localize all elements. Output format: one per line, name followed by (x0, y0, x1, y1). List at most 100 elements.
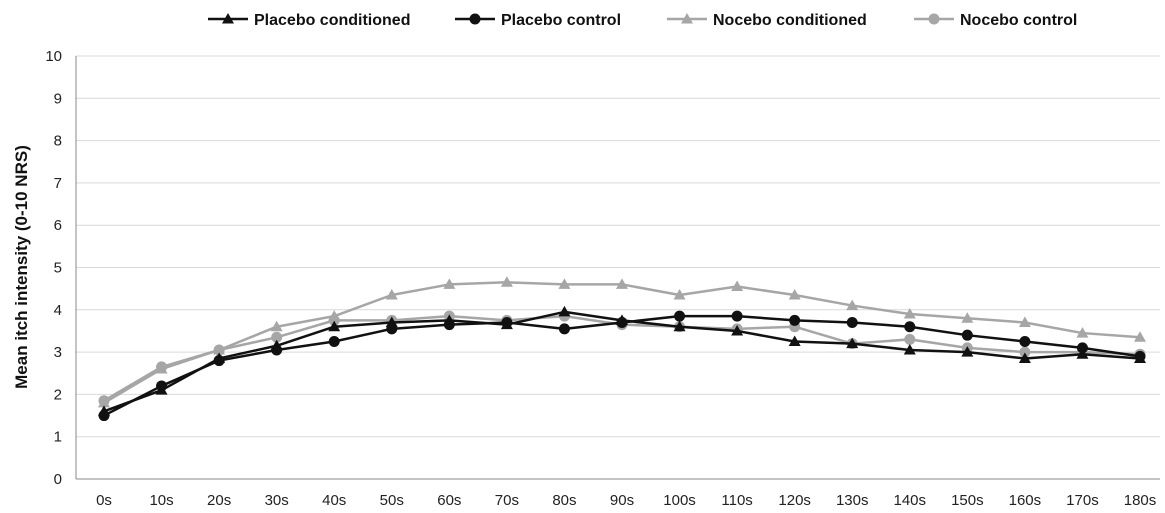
data-point (616, 278, 628, 289)
legend-label: Nocebo control (960, 12, 1077, 29)
data-point (156, 380, 168, 392)
x-tick-label: 70s (495, 492, 519, 509)
y-tick-label: 0 (54, 471, 62, 488)
x-tick-label: 20s (207, 492, 231, 509)
x-tick-label: 40s (322, 492, 346, 509)
x-tick-label: 10s (149, 492, 173, 509)
data-point (271, 344, 283, 356)
y-tick-label: 9 (54, 90, 62, 107)
data-point (961, 312, 974, 323)
series-line (103, 314, 1141, 417)
y-tick-labels: 0 1 2 3 4 5 6 7 8 9 10 (45, 48, 62, 488)
data-point (213, 355, 225, 367)
data-point (1018, 352, 1031, 363)
data-point (788, 335, 801, 347)
x-tick-label: 180s (1124, 492, 1157, 509)
data-point (98, 395, 110, 407)
data-point (674, 310, 686, 322)
x-tick-label: 30s (265, 492, 289, 509)
legend-label: Nocebo conditioned (713, 12, 867, 29)
x-tick-label: 80s (552, 492, 576, 509)
data-point (1134, 350, 1146, 362)
legend-label: Placebo conditioned (254, 12, 410, 29)
series-line (103, 281, 1141, 404)
y-tick-label: 3 (54, 344, 62, 361)
x-tick-labels: 0s 10s 20s 30s 40s 50s 60s 70s 80s 90s 100s 110s 120… (96, 492, 1156, 509)
data-point (731, 324, 744, 336)
x-tick-label: 130s (836, 492, 869, 509)
data-point (731, 310, 743, 322)
x-tick-label: 60s (437, 492, 461, 509)
data-point (846, 299, 859, 311)
data-point (385, 288, 398, 300)
data-point (1018, 316, 1031, 327)
data-point (1134, 331, 1146, 342)
legend: Placebo conditioned Placebo control Nocebo… (208, 12, 1077, 29)
x-tick-label: 150s (951, 492, 984, 509)
x-tick-label: 140s (894, 492, 927, 509)
data-point (903, 308, 916, 319)
legend-entry: Nocebo control (914, 12, 1077, 29)
data-point (846, 316, 858, 328)
x-tick-label: 120s (778, 492, 811, 509)
data-point (904, 321, 916, 333)
data-point (1076, 327, 1089, 338)
data-point (558, 278, 571, 289)
data-point (1019, 346, 1031, 358)
legend-entry: Placebo conditioned (208, 12, 410, 29)
legend-marker (222, 13, 234, 24)
data-point (328, 336, 340, 348)
data-point (673, 288, 686, 300)
series-placebo-control (98, 310, 1146, 422)
legend-entry: Nocebo conditioned (667, 12, 867, 29)
data-point (98, 410, 110, 422)
x-tick-label: 50s (380, 492, 404, 509)
data-point (903, 343, 916, 355)
data-point (789, 314, 801, 326)
data-point (558, 323, 570, 335)
data-point (328, 320, 341, 332)
data-point (961, 329, 973, 341)
x-tick-label: 170s (1066, 492, 1099, 509)
data-point (271, 331, 283, 343)
data-point (213, 344, 225, 356)
y-tick-label: 2 (54, 386, 62, 403)
axes (75, 56, 1160, 480)
legend-entry: Placebo control (455, 12, 621, 29)
y-tick-label: 5 (54, 260, 62, 277)
data-point (156, 361, 168, 373)
legend-label: Placebo control (501, 12, 621, 29)
y-tick-label: 1 (54, 429, 62, 446)
y-tick-label: 6 (54, 217, 62, 234)
legend-marker (681, 13, 693, 24)
data-point (904, 333, 916, 345)
data-point (500, 276, 513, 287)
series-lines (98, 276, 1146, 422)
x-tick-label: 90s (610, 492, 634, 509)
data-point (961, 346, 974, 357)
data-point (673, 320, 686, 332)
legend-marker (469, 13, 481, 25)
data-point (443, 278, 456, 289)
y-tick-label: 10 (45, 48, 62, 65)
x-tick-label: 0s (96, 492, 112, 509)
data-point (1019, 336, 1031, 348)
data-point (731, 280, 744, 292)
x-tick-label: 100s (663, 492, 696, 509)
data-point (1076, 342, 1088, 354)
y-tick-label: 4 (54, 302, 62, 319)
y-tick-label: 8 (54, 133, 62, 150)
legend-marker (928, 13, 940, 25)
data-point (616, 316, 628, 328)
data-point (1076, 348, 1089, 359)
x-tick-label: 160s (1009, 492, 1042, 509)
data-point (558, 305, 571, 317)
data-point (501, 316, 513, 328)
gridlines (76, 55, 1160, 438)
y-axis-title: Mean itch intensity (0-10 NRS) (12, 145, 31, 389)
data-point (788, 288, 801, 300)
data-point (270, 320, 283, 332)
x-tick-label: 110s (721, 492, 752, 509)
data-point (443, 319, 455, 331)
